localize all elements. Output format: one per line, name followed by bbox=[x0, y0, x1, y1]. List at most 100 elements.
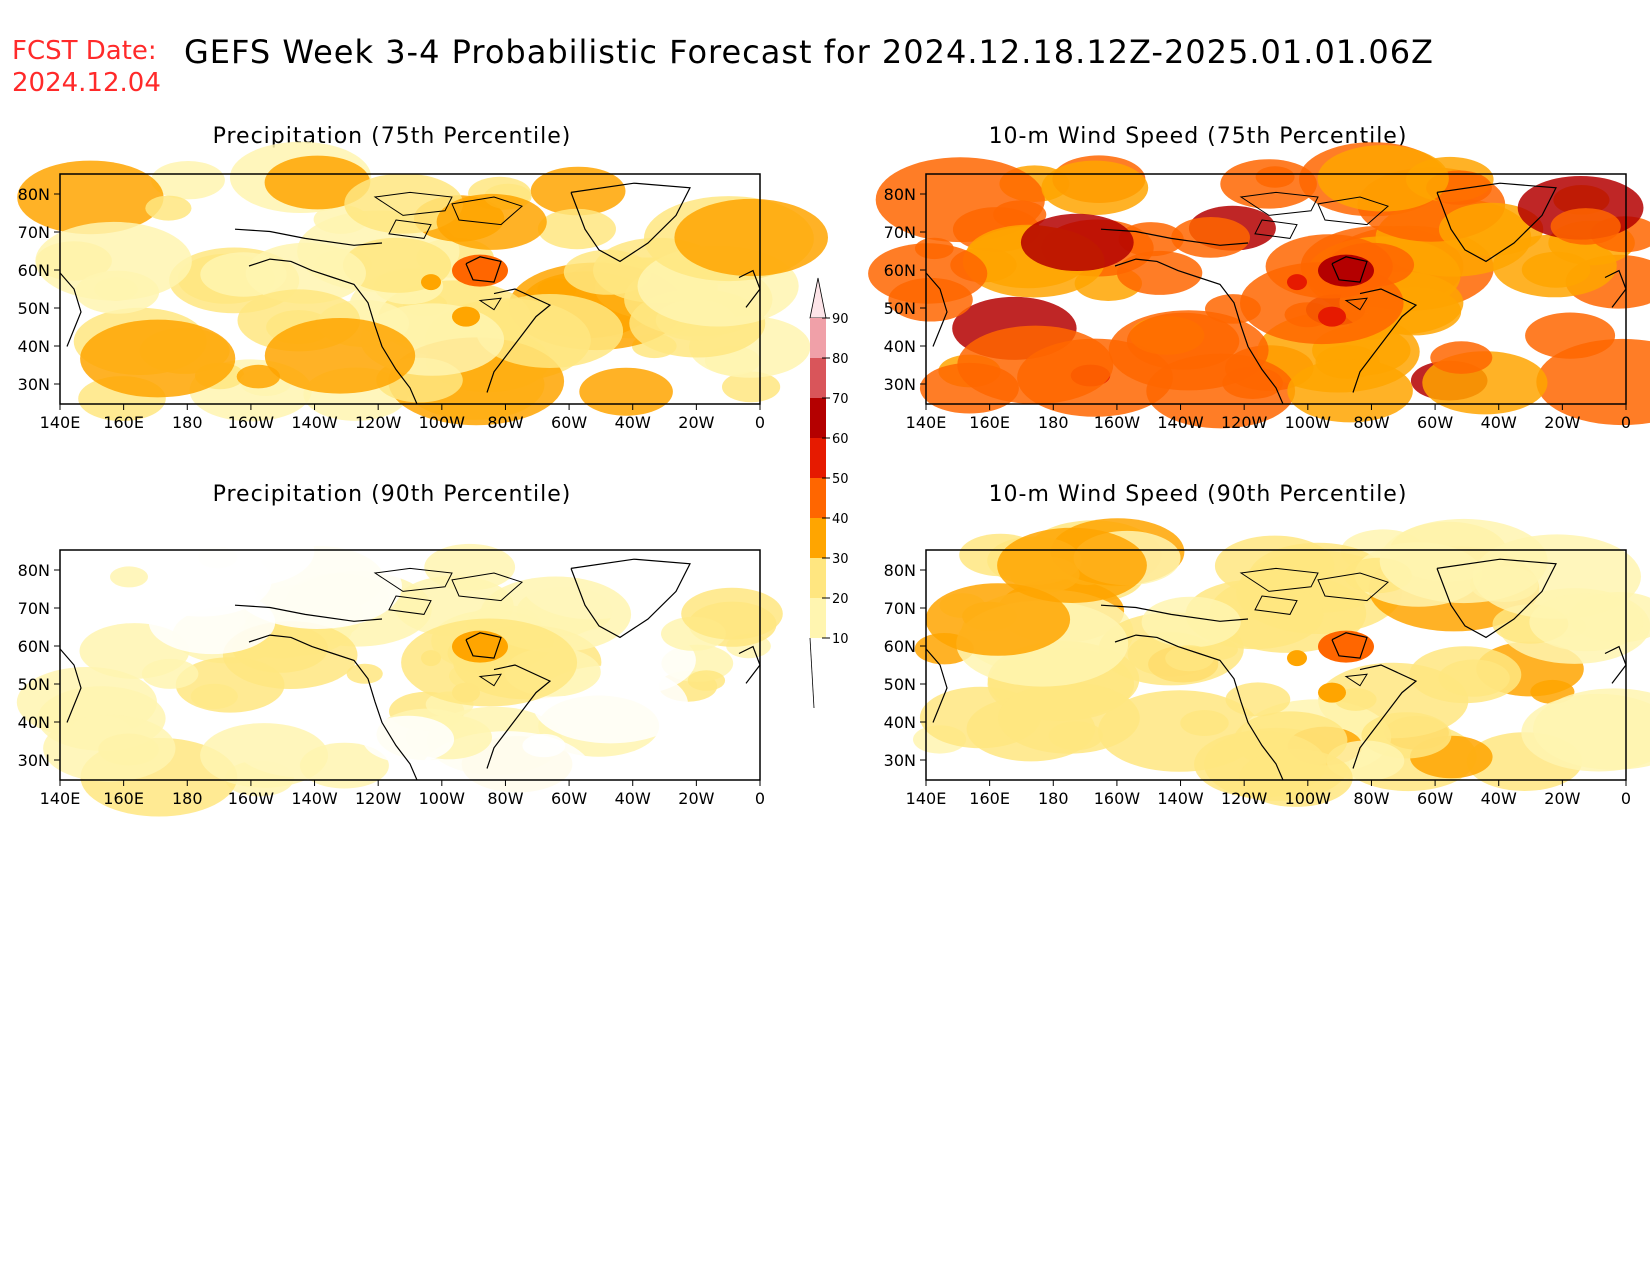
contour-fill bbox=[674, 198, 828, 277]
contour-fill-hotspot bbox=[1318, 630, 1374, 663]
colorbar-segment bbox=[810, 598, 826, 638]
lat-tick-label: 50N bbox=[18, 675, 50, 694]
coastline-island bbox=[388, 219, 432, 239]
lon-tick-label: 80W bbox=[1353, 413, 1389, 432]
lon-tick-label: 140E bbox=[40, 413, 81, 432]
lon-tick-label: 80W bbox=[1353, 789, 1389, 808]
coastline bbox=[1114, 634, 1284, 781]
contour-fill bbox=[110, 566, 148, 588]
coastline bbox=[1604, 269, 1627, 308]
contour-fill-hotspot bbox=[421, 650, 441, 667]
colorbar-segment bbox=[810, 318, 826, 358]
colorbar-segment bbox=[810, 558, 826, 598]
lon-tick-label: 180 bbox=[1038, 413, 1069, 432]
lon-tick-label: 160E bbox=[103, 789, 144, 808]
lon-tick-label: 140W bbox=[1157, 789, 1204, 808]
contour-fill bbox=[1525, 312, 1616, 359]
lon-tick-label: 60W bbox=[1417, 789, 1453, 808]
lon-tick-label: 80W bbox=[487, 413, 523, 432]
colorbar-tick-label: 60 bbox=[832, 432, 849, 447]
coastline bbox=[570, 558, 691, 639]
coastline bbox=[59, 272, 82, 347]
contour-fill bbox=[43, 714, 176, 782]
colorbar-tick-label: 70 bbox=[832, 392, 849, 407]
contour-fill bbox=[1214, 535, 1335, 597]
coastline-island bbox=[1254, 219, 1298, 239]
lon-tick-label: 140E bbox=[40, 789, 81, 808]
lat-tick-label: 80N bbox=[884, 185, 916, 204]
contour-fill bbox=[1116, 250, 1203, 295]
contour-fill bbox=[1041, 160, 1149, 215]
coastline bbox=[486, 288, 552, 393]
coastline-island bbox=[1317, 572, 1389, 602]
lat-tick-label: 60N bbox=[18, 261, 50, 280]
lon-tick-label: 0 bbox=[755, 789, 765, 808]
contour-fill bbox=[476, 294, 624, 368]
lon-tick-label: 120W bbox=[1221, 789, 1268, 808]
coastline bbox=[925, 272, 948, 347]
lon-tick-label: 100W bbox=[419, 413, 466, 432]
lat-tick-label: 50N bbox=[18, 299, 50, 318]
lon-tick-label: 140E bbox=[906, 789, 947, 808]
lat-tick-label: 40N bbox=[884, 337, 916, 356]
lon-tick-label: 80W bbox=[487, 789, 523, 808]
coastline-island bbox=[1239, 567, 1319, 592]
coastline bbox=[1100, 604, 1249, 622]
panel-title-wind-75: 10-m Wind Speed (75th Percentile) bbox=[988, 124, 1408, 149]
lon-tick-label: 0 bbox=[755, 413, 765, 432]
forecast-date-label: FCST Date: bbox=[12, 36, 157, 66]
colorbar-tick-label: 30 bbox=[832, 552, 849, 567]
coastline bbox=[59, 648, 82, 723]
coastline-island bbox=[451, 196, 523, 226]
lon-tick-label: 20W bbox=[678, 413, 714, 432]
lon-tick-label: 120W bbox=[355, 413, 402, 432]
contour-fill bbox=[868, 243, 988, 304]
contour-fill bbox=[1020, 213, 1134, 271]
contour-fill bbox=[1171, 217, 1250, 258]
contour-fill bbox=[40, 583, 105, 618]
coastline-island bbox=[1344, 297, 1368, 311]
colorbar-tick-label: 40 bbox=[832, 512, 849, 527]
contour-fill bbox=[174, 516, 315, 587]
lon-tick-label: 40W bbox=[615, 789, 651, 808]
colorbar: 10 20 30 40 50 60 70 80 90 bbox=[809, 277, 849, 709]
contour-fill bbox=[1141, 596, 1241, 648]
colorbar-tick-label: 50 bbox=[832, 472, 849, 487]
contour-fill-hotspot bbox=[421, 274, 441, 291]
coastline bbox=[248, 258, 418, 405]
lat-tick-label: 70N bbox=[884, 599, 916, 618]
contour-fill-hotspot bbox=[1318, 306, 1346, 327]
colorbar-tick-label: 80 bbox=[832, 352, 849, 367]
lon-tick-label: 20W bbox=[678, 789, 714, 808]
contour-fill bbox=[151, 161, 225, 200]
coastline-island bbox=[388, 595, 432, 615]
contour-fill bbox=[362, 715, 455, 763]
lon-tick-label: 100W bbox=[1285, 789, 1332, 808]
colorbar-tick-label: 10 bbox=[832, 632, 849, 647]
coastline bbox=[1352, 664, 1418, 769]
contour-fill bbox=[264, 155, 371, 210]
contour-fill bbox=[401, 618, 578, 707]
lon-tick-label: 160E bbox=[969, 789, 1010, 808]
lon-tick-label: 100W bbox=[1285, 413, 1332, 432]
lat-tick-label: 70N bbox=[18, 599, 50, 618]
lat-tick-label: 40N bbox=[884, 713, 916, 732]
coastline bbox=[738, 645, 761, 684]
coastline-island bbox=[1239, 191, 1319, 216]
lat-tick-label: 50N bbox=[884, 299, 916, 318]
lon-tick-label: 0 bbox=[1621, 413, 1631, 432]
coastline bbox=[570, 182, 691, 263]
lon-tick-label: 60W bbox=[1417, 413, 1453, 432]
forecast-date-value: 2024.12.04 bbox=[12, 68, 161, 98]
coastline bbox=[1436, 558, 1557, 639]
contour-fill bbox=[1287, 359, 1413, 423]
lat-tick-label: 30N bbox=[884, 375, 916, 394]
lon-tick-label: 160E bbox=[969, 413, 1010, 432]
coastline bbox=[234, 604, 383, 622]
coastline-island bbox=[478, 297, 502, 311]
lon-tick-label: 140W bbox=[1157, 413, 1204, 432]
contour-fill bbox=[1317, 145, 1449, 212]
contour-fill bbox=[537, 208, 617, 250]
contour-fill bbox=[245, 242, 366, 304]
colorbar-segment bbox=[810, 478, 826, 518]
